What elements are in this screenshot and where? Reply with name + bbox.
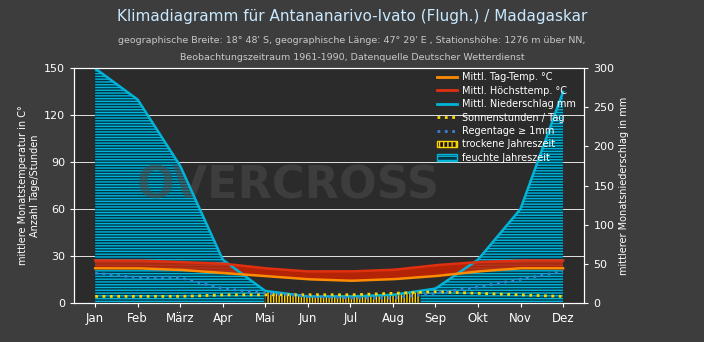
Legend: Mittl. Tag-Temp. °C, Mittl. Höchsttemp. °C, Mittl. Niederschlag mm, Sonnenstunde: Mittl. Tag-Temp. °C, Mittl. Höchsttemp. …	[434, 69, 579, 167]
Text: Klimadiagramm für Antananarivo-Ivato (Flugh.) / Madagaskar: Klimadiagramm für Antananarivo-Ivato (Fl…	[117, 9, 587, 24]
Y-axis label: mittlerer Monatsniederschlag in mm: mittlerer Monatsniederschlag in mm	[619, 96, 629, 275]
Text: geographische Breite: 18° 48' S, geographische Länge: 47° 29' E , Stationshöhe: : geographische Breite: 18° 48' S, geograp…	[118, 36, 586, 45]
Text: Beobachtungszeitraum 1961-1990, Datenquelle Deutscher Wetterdienst: Beobachtungszeitraum 1961-1990, Datenque…	[180, 53, 524, 62]
Text: OVERCROSS: OVERCROSS	[137, 164, 440, 207]
Y-axis label: mittlere Monatstemperatur in C°
Anzahl Tage/Stunden: mittlere Monatstemperatur in C° Anzahl T…	[18, 106, 39, 265]
